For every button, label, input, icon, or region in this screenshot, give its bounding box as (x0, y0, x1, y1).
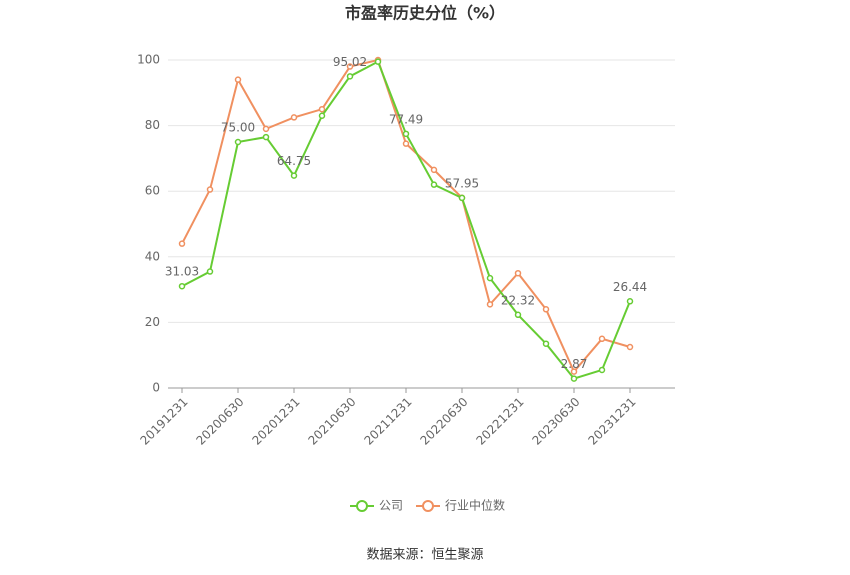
source: 数据来源：恒生聚源 (366, 548, 483, 563)
x-tick-label: 20221231 (474, 395, 527, 448)
point (486, 301, 494, 308)
legend-label: 行业中位数 (445, 498, 505, 513)
data-label: 77.49 (389, 112, 423, 126)
x-tick-label: 20230630 (530, 395, 583, 448)
point (402, 140, 410, 147)
legend-marker (356, 500, 368, 512)
point (542, 306, 550, 313)
point (430, 181, 438, 188)
point (178, 240, 186, 247)
point (514, 311, 522, 319)
point (626, 343, 634, 351)
point (598, 335, 606, 343)
point (570, 368, 578, 375)
point (346, 73, 354, 80)
legend-marker (422, 500, 434, 512)
point (318, 105, 326, 113)
y-tick-label: 40 (145, 249, 160, 263)
point (290, 172, 298, 179)
series-line (181, 58, 631, 374)
point (374, 58, 382, 65)
point (514, 269, 522, 277)
series-line (181, 60, 631, 380)
y-tick-label: 0 (152, 381, 160, 395)
y-tick-label: 60 (145, 184, 160, 198)
x-tick-label: 20211231 (362, 395, 415, 448)
y-tick-label: 80 (145, 118, 160, 132)
point (262, 133, 270, 141)
point (262, 125, 270, 133)
y-tick-label: 20 (145, 315, 160, 329)
point (178, 282, 186, 290)
point (318, 112, 326, 120)
point (430, 166, 438, 174)
data-label: 2.87 (561, 357, 588, 371)
data-label: 31.03 (165, 265, 199, 279)
point (402, 130, 410, 138)
x-tick-label: 20231231 (586, 395, 639, 448)
data-label: 22.32 (501, 293, 535, 307)
x-tick-label: 20210630 (306, 395, 359, 448)
data-label: 26.44 (613, 280, 647, 294)
point (234, 76, 242, 83)
point (458, 194, 466, 202)
point (626, 298, 634, 305)
point (290, 114, 298, 121)
point (206, 268, 214, 275)
x-tick-label: 20191231 (138, 395, 191, 448)
x-tick-label: 20220630 (418, 395, 471, 448)
point (346, 63, 354, 70)
point (234, 138, 242, 146)
data-label: 64.75 (277, 154, 311, 168)
x-tick-label: 20200630 (194, 395, 247, 448)
data-label: 75.00 (221, 121, 255, 135)
data-label: 95.02 (333, 55, 367, 69)
point (542, 340, 550, 347)
legend-label: 公司 (379, 499, 403, 513)
point (486, 274, 494, 282)
point (598, 366, 606, 374)
data-label: 57.95 (445, 176, 479, 190)
point (570, 375, 578, 382)
x-tick-label: 20201231 (250, 395, 303, 448)
point (206, 186, 214, 193)
chart-title: 市盈率历史分位（%） (345, 4, 505, 23)
y-tick-label: 100 (137, 53, 160, 67)
